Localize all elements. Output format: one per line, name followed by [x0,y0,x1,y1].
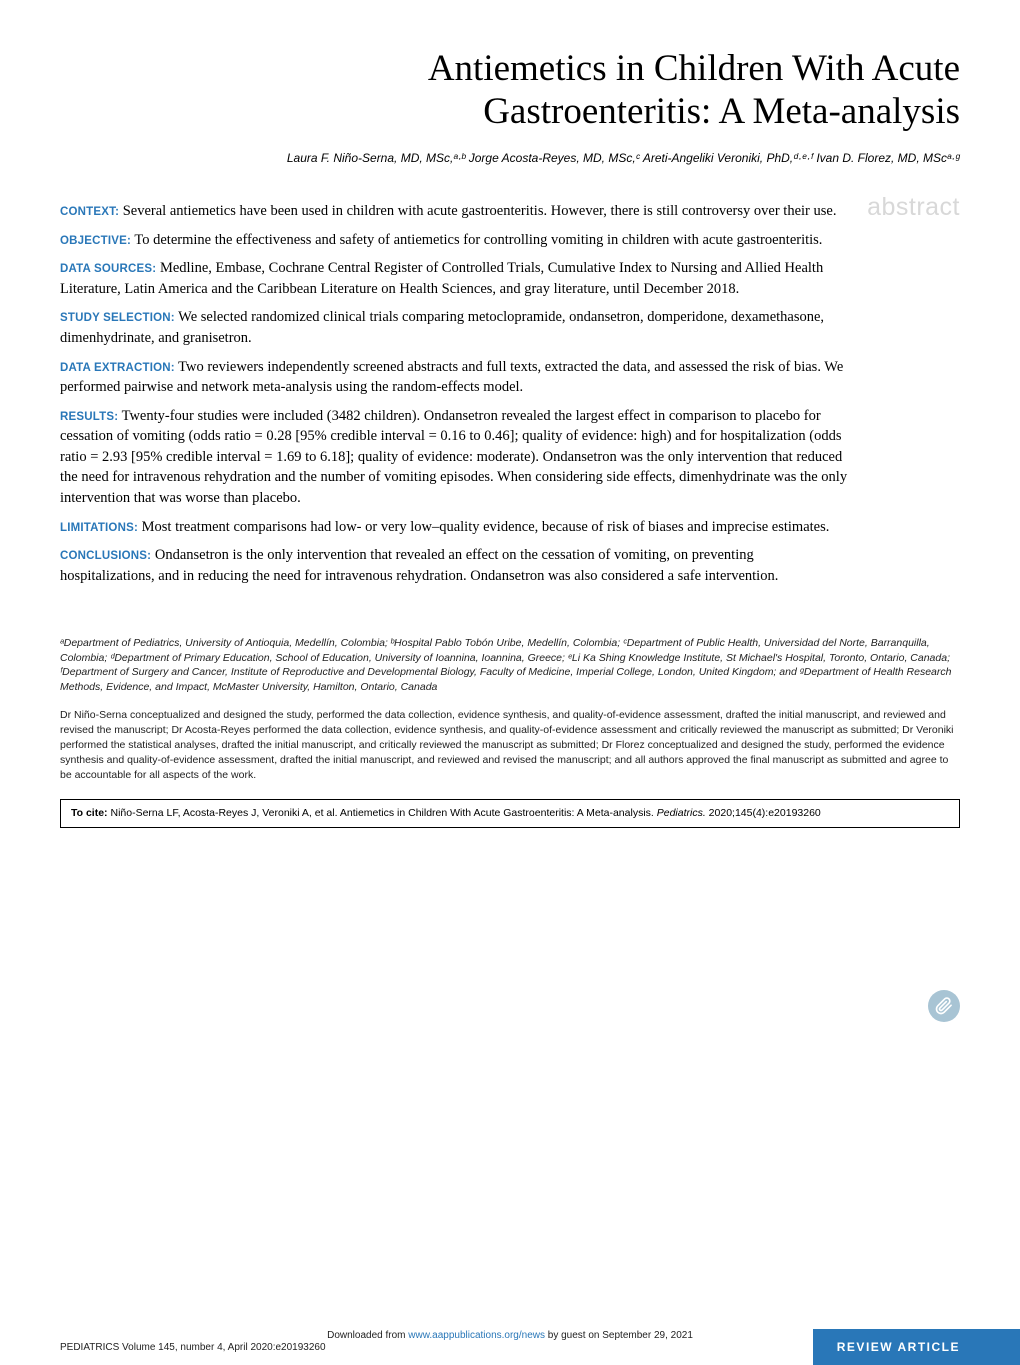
footer-citation: PEDIATRICS Volume 145, number 4, April 2… [0,1342,813,1353]
page-footer: PEDIATRICS Volume 145, number 4, April 2… [0,1329,1020,1365]
text-results: Twenty-four studies were included (3482 … [60,408,847,506]
text-studyselection: We selected randomized clinical trials c… [60,309,824,346]
section-objective: OBJECTIVE: To determine the effectivenes… [60,230,850,251]
label-dataextraction: DATA EXTRACTION: [60,362,175,374]
text-objective: To determine the effectiveness and safet… [131,232,822,248]
article-type-badge: REVIEW ARTICLE [813,1329,1020,1365]
label-studyselection: STUDY SELECTION: [60,312,175,324]
cite-ref: 2020;145(4):e20193260 [709,807,821,819]
author-list: Laura F. Niño-Serna, MD, MSc,ᵃ·ᵇ Jorge A… [60,151,960,165]
text-datasources: Medline, Embase, Cochrane Central Regist… [60,260,823,297]
label-limitations: LIMITATIONS: [60,522,138,534]
label-conclusions: CONCLUSIONS: [60,550,151,562]
attachment-icon[interactable] [928,990,960,1022]
section-datasources: DATA SOURCES: Medline, Embase, Cochrane … [60,258,850,299]
abstract-watermark: abstract [867,193,960,222]
article-title: Antiemetics in Children With Acute Gastr… [60,48,960,133]
label-results: RESULTS: [60,411,118,423]
section-studyselection: STUDY SELECTION: We selected randomized … [60,307,850,348]
text-context: Several antiemetics have been used in ch… [119,203,836,219]
label-objective: OBJECTIVE: [60,235,131,247]
title-line-2: Gastroenteritis: A Meta-analysis [483,91,960,132]
section-dataextraction: DATA EXTRACTION: Two reviewers independe… [60,357,850,398]
section-results: RESULTS: Twenty-four studies were includ… [60,406,850,509]
affiliations: ᵃDepartment of Pediatrics, University of… [60,636,960,694]
section-conclusions: CONCLUSIONS: Ondansetron is the only int… [60,545,850,586]
label-datasources: DATA SOURCES: [60,263,156,275]
text-dataextraction: Two reviewers independently screened abs… [60,359,843,396]
title-line-1: Antiemetics in Children With Acute [428,48,960,89]
abstract-block: abstract CONTEXT: Several antiemetics ha… [60,201,960,586]
label-context: CONTEXT: [60,206,119,218]
cite-journal: Pediatrics. [657,807,709,819]
section-context: CONTEXT: Several antiemetics have been u… [60,201,850,222]
text-limitations: Most treatment comparisons had low- or v… [138,519,829,535]
cite-text: Niño-Serna LF, Acosta-Reyes J, Veroniki … [110,807,656,819]
author-contributions: Dr Niño-Serna conceptualized and designe… [60,708,960,783]
section-limitations: LIMITATIONS: Most treatment comparisons … [60,517,850,538]
paperclip-icon [935,997,953,1015]
text-conclusions: Ondansetron is the only intervention tha… [60,547,778,584]
cite-label: To cite: [71,807,110,819]
citation-box: To cite: Niño-Serna LF, Acosta-Reyes J, … [60,799,960,828]
